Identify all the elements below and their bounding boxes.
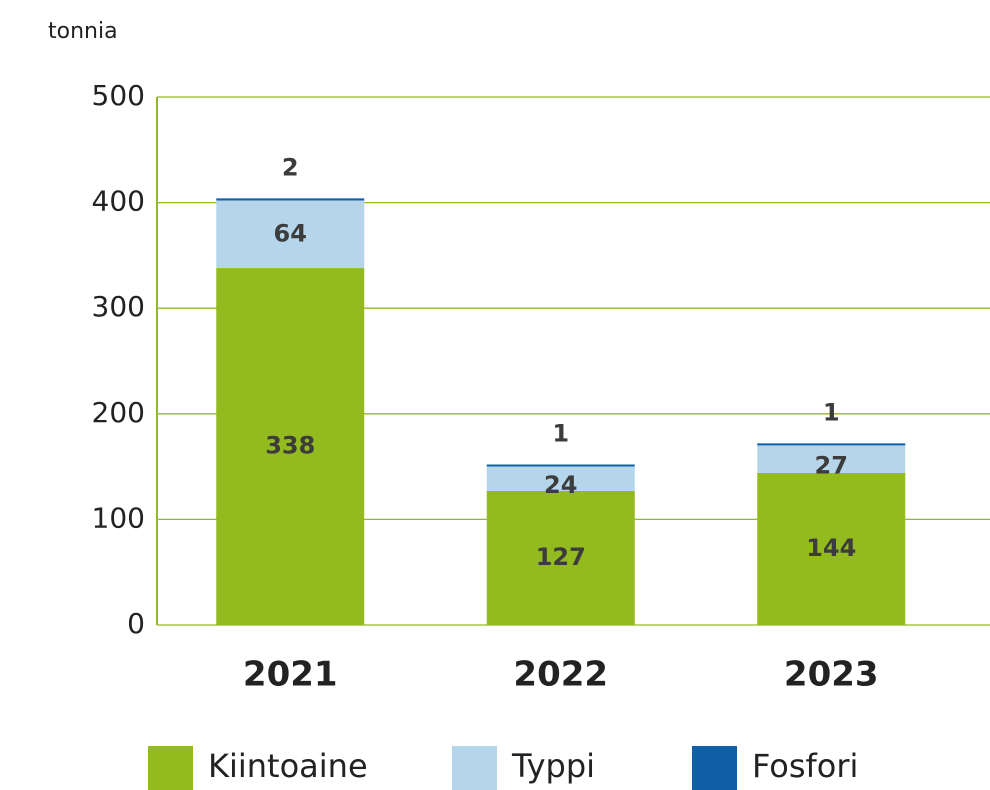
data-label: 64 xyxy=(274,219,307,247)
bar-segment xyxy=(216,200,365,269)
legend-label: Kiintoaine xyxy=(208,747,368,785)
y-tick-label: 400 xyxy=(92,185,145,218)
y-tick-label: 300 xyxy=(92,290,145,323)
bar-segment xyxy=(486,464,635,467)
x-tick-label: 2022 xyxy=(513,655,608,695)
legend-swatch xyxy=(148,746,193,790)
y-tick-label: 500 xyxy=(92,79,145,112)
bar-segment xyxy=(486,465,635,491)
data-label: 338 xyxy=(265,432,315,460)
y-tick-label: 100 xyxy=(92,501,145,534)
legend-label: Typpi xyxy=(511,747,595,785)
data-label: 1 xyxy=(552,419,569,447)
data-label: 2 xyxy=(282,153,299,181)
data-label: 1 xyxy=(823,398,840,426)
legend-swatch xyxy=(452,746,497,790)
legend-label: Fosfori xyxy=(752,747,858,785)
bar-segment xyxy=(216,268,365,625)
bar-segment xyxy=(757,443,906,446)
bar-segment xyxy=(757,444,906,473)
bar-segment xyxy=(757,472,906,625)
data-label: 144 xyxy=(806,534,856,562)
bar-segment xyxy=(216,198,365,201)
y-tick-label: 200 xyxy=(92,396,145,429)
legend-swatch xyxy=(692,746,737,790)
y-axis-label: tonnia xyxy=(48,19,118,44)
x-tick-label: 2023 xyxy=(784,655,879,695)
data-label: 127 xyxy=(536,543,586,571)
data-label: 27 xyxy=(815,452,848,480)
y-tick-label: 0 xyxy=(127,607,145,640)
bar-segment xyxy=(486,490,635,625)
x-tick-label: 2021 xyxy=(243,655,338,695)
data-label: 24 xyxy=(544,471,577,499)
